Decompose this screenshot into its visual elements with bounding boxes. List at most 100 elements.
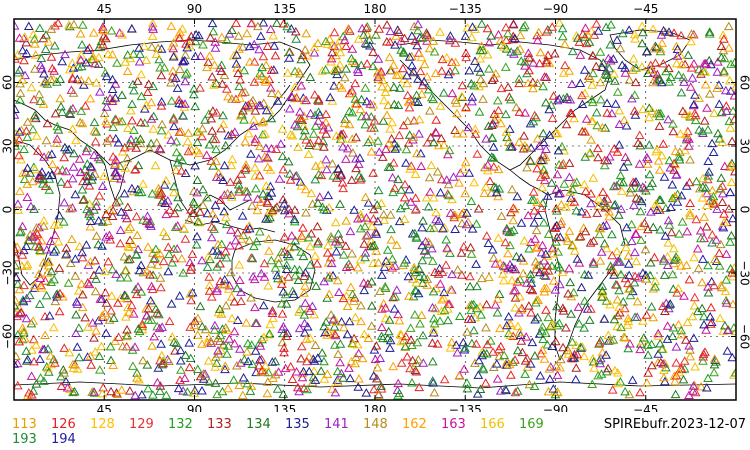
observation-triangle xyxy=(547,243,558,253)
observation-triangle xyxy=(514,137,524,146)
observation-triangle xyxy=(300,125,310,135)
observation-triangle xyxy=(77,118,88,128)
observation-triangle xyxy=(44,310,55,320)
observation-triangle xyxy=(139,41,150,51)
observation-triangle xyxy=(597,347,608,357)
observation-triangle xyxy=(619,115,630,124)
observation-triangle xyxy=(620,332,630,342)
observation-triangle xyxy=(237,87,248,97)
observation-triangle xyxy=(125,386,135,395)
observation-triangle xyxy=(331,246,342,256)
observation-triangle xyxy=(41,244,52,254)
observation-triangle xyxy=(410,285,421,294)
observation-triangle xyxy=(623,343,634,353)
observation-triangle xyxy=(135,134,146,143)
observation-triangle xyxy=(216,123,226,133)
observation-triangle xyxy=(653,328,664,338)
observation-triangle xyxy=(478,363,488,372)
observation-triangle xyxy=(255,341,266,350)
observation-triangle xyxy=(205,32,216,42)
observation-triangle xyxy=(202,262,213,271)
observation-triangle xyxy=(684,340,694,350)
observation-triangle xyxy=(254,100,264,109)
observation-triangle xyxy=(281,260,292,269)
observation-triangle xyxy=(322,369,333,378)
lon-tick-label-top: 90 xyxy=(187,2,202,16)
observation-triangle xyxy=(350,58,361,68)
observation-triangle xyxy=(221,252,232,262)
observation-triangle xyxy=(97,181,108,190)
observation-triangle xyxy=(170,222,181,231)
observation-triangle xyxy=(35,354,45,363)
observation-triangle xyxy=(331,131,342,140)
observation-triangle xyxy=(501,44,512,53)
observation-triangle xyxy=(599,155,610,165)
observation-triangle xyxy=(35,96,46,105)
observation-triangle xyxy=(727,136,736,145)
observation-triangle xyxy=(417,222,427,232)
observation-triangle xyxy=(250,134,261,143)
observation-triangle xyxy=(547,261,557,270)
observation-triangle xyxy=(492,95,503,105)
observation-triangle xyxy=(333,349,343,358)
observation-triangle xyxy=(327,47,338,57)
observation-triangle xyxy=(709,367,719,377)
observation-triangle xyxy=(685,198,695,207)
observation-triangle xyxy=(202,208,213,218)
observation-triangle xyxy=(709,354,720,363)
observation-triangle xyxy=(388,60,399,69)
observation-triangle xyxy=(597,281,608,290)
observation-triangle xyxy=(317,348,328,357)
observation-triangle xyxy=(429,318,440,328)
observation-triangle xyxy=(412,40,422,50)
observation-triangle xyxy=(313,236,324,246)
observation-triangle xyxy=(90,136,101,146)
observation-triangle xyxy=(481,231,492,240)
observation-triangle xyxy=(30,50,41,59)
observation-triangle xyxy=(219,70,230,80)
observation-triangle xyxy=(542,251,553,260)
observation-triangle xyxy=(553,259,563,269)
observation-triangle xyxy=(385,26,396,36)
observation-triangle xyxy=(684,177,695,187)
observation-triangle xyxy=(667,179,678,189)
observation-triangle xyxy=(367,221,377,231)
observation-triangle xyxy=(415,32,425,42)
observation-triangle xyxy=(547,113,558,122)
observation-triangle xyxy=(481,348,492,358)
observation-triangle xyxy=(336,169,346,178)
observation-triangle xyxy=(319,276,329,286)
observation-triangle xyxy=(719,161,730,170)
observation-triangle xyxy=(120,312,131,321)
lon-tick-label-top: 135 xyxy=(273,2,296,16)
observation-triangle xyxy=(172,202,183,212)
observation-triangle xyxy=(17,261,27,270)
observation-triangle xyxy=(78,80,89,89)
observation-triangle xyxy=(456,248,467,257)
observation-triangle xyxy=(329,81,339,90)
observation-triangle xyxy=(617,186,627,195)
observation-triangle xyxy=(70,189,81,199)
observation-triangle xyxy=(544,58,555,68)
observation-triangle xyxy=(257,365,268,375)
observation-triangle xyxy=(136,287,147,296)
coastline-central-america xyxy=(509,169,549,196)
observation-triangle xyxy=(229,326,240,336)
observation-triangle xyxy=(699,212,710,221)
observation-triangle xyxy=(656,30,667,39)
observation-triangle xyxy=(429,313,439,323)
observation-triangle xyxy=(626,236,637,245)
observation-triangle xyxy=(239,115,249,124)
observation-triangle xyxy=(57,56,68,66)
observation-triangle xyxy=(41,290,52,300)
observation-triangle xyxy=(606,265,617,274)
observation-triangle xyxy=(34,241,45,251)
observation-triangle xyxy=(425,223,436,233)
observation-triangle xyxy=(527,337,538,347)
observation-triangle xyxy=(358,30,369,39)
observation-triangle xyxy=(215,258,225,268)
observation-triangle xyxy=(240,101,251,110)
observation-triangle xyxy=(407,31,417,40)
observation-triangle xyxy=(194,148,205,157)
observation-triangle xyxy=(163,266,174,276)
